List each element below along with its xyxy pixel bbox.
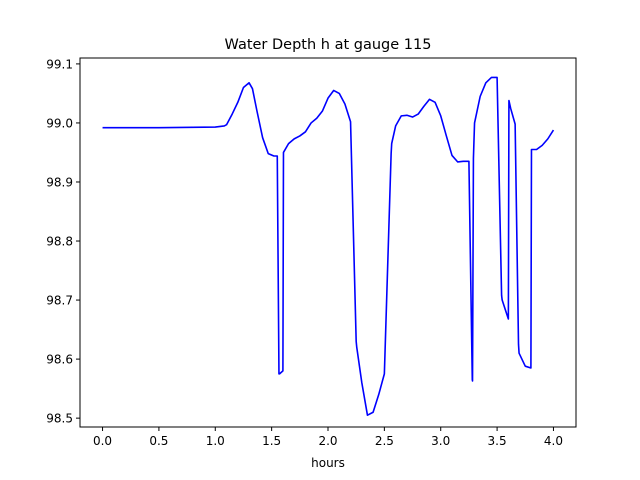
y-tick-label: 98.5 <box>46 412 73 426</box>
series-line-1 <box>102 76 555 416</box>
x-tick-label: 1.0 <box>206 434 225 448</box>
x-tick-label: 3.0 <box>431 434 450 448</box>
y-tick-label: 98.6 <box>46 353 73 367</box>
y-tick-label: 98.8 <box>46 235 73 249</box>
x-tick-label: 4.0 <box>544 434 563 448</box>
x-tick-label: 2.5 <box>375 434 394 448</box>
x-tick-label: 2.0 <box>318 434 337 448</box>
y-tick-label: 98.7 <box>46 294 73 308</box>
x-axis-label: hours <box>311 456 345 470</box>
y-tick-label: 98.9 <box>46 175 73 189</box>
x-tick-label: 0.0 <box>93 434 112 448</box>
plot-area <box>102 76 555 416</box>
chart-title: Water Depth h at gauge 115 <box>225 37 432 53</box>
y-tick-label: 99.0 <box>46 116 73 130</box>
x-tick-label: 0.5 <box>149 434 168 448</box>
x-tick-label: 3.5 <box>488 434 507 448</box>
x-tick-label: 1.5 <box>262 434 281 448</box>
x-axis: 0.0 0.5 1.0 1.5 2.0 2.5 3.0 3.5 4.0 <box>93 427 563 448</box>
y-tick-label: 99.1 <box>46 57 73 71</box>
y-axis: 98.5 98.6 98.7 98.8 98.9 99.0 99.1 <box>46 57 80 426</box>
